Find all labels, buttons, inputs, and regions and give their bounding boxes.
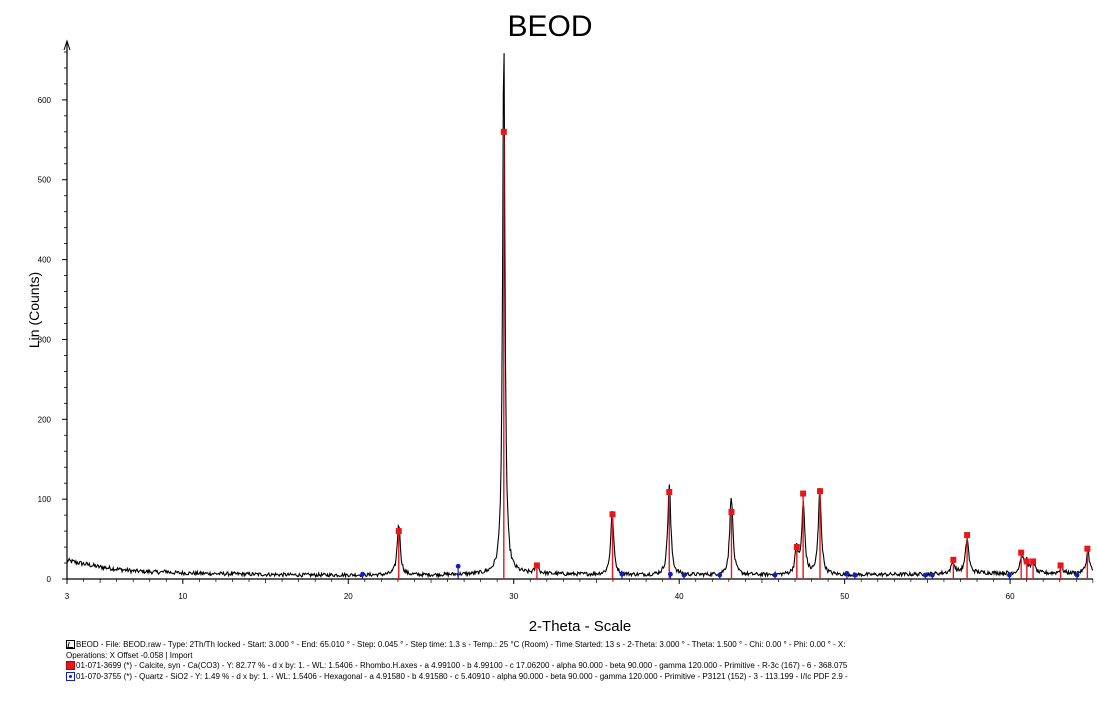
- calcite-marker: [1018, 549, 1025, 556]
- calcite-marker: [1030, 558, 1037, 565]
- x-tick-label: 3: [65, 592, 70, 601]
- y-tick-label: 600: [38, 96, 52, 105]
- calcite-marker: [1023, 558, 1030, 565]
- quartz-marker: [852, 572, 858, 578]
- chart-title: BEOD: [507, 10, 592, 43]
- calcite-marker: [500, 128, 507, 135]
- quartz-marker: [1074, 572, 1080, 578]
- calcite-marker: [533, 562, 540, 569]
- x-axis-label: 2-Theta - Scale: [529, 618, 632, 635]
- quartz-marker: [619, 571, 625, 577]
- quartz-marker: [668, 571, 673, 577]
- calcite-marker: [1057, 562, 1064, 569]
- y-tick-label: 200: [38, 415, 52, 424]
- quartz-marker: [929, 572, 935, 578]
- quartz-marker: [455, 563, 461, 569]
- x-tick-label: 50: [840, 592, 849, 601]
- quartz-marker: [922, 572, 928, 578]
- legend-text-calcite: 01-071-3699 (*) - Calcite, syn - Ca(CO3)…: [76, 661, 848, 670]
- y-tick-label: 500: [38, 176, 52, 185]
- legend-text-quartz: 01-070-3755 (*) - Quartz - SiO2 - Y: 1.4…: [76, 671, 848, 681]
- quartz-marker-icon: [66, 671, 75, 681]
- quartz-marker: [1007, 572, 1012, 578]
- calcite-marker: [964, 532, 971, 539]
- y-axis-label: Lin (Counts): [26, 272, 42, 348]
- legend-text-beod: BEOD - File: BEOD.raw - Type: 2Th/Th loc…: [76, 640, 846, 649]
- calcite-marker: [666, 488, 673, 495]
- calcite-marker: [728, 508, 735, 515]
- legend-text-operations: Operations: X Offset -0.058 | Import: [66, 650, 193, 660]
- legend-entry-beod: BEOD - File: BEOD.raw - Type: 2Th/Th loc…: [66, 640, 1091, 651]
- legend: BEOD - File: BEOD.raw - Type: 2Th/Th loc…: [66, 640, 1091, 682]
- quartz-marker: [844, 571, 850, 576]
- x-tick-label: 20: [344, 592, 353, 601]
- quartz-marker: [772, 572, 778, 578]
- x-tick-label: 30: [509, 592, 518, 601]
- calcite-marker: [800, 490, 807, 497]
- y-tick-label: 100: [38, 495, 52, 504]
- calcite-marker: [793, 544, 800, 551]
- calcite-marker-icon: [66, 661, 75, 670]
- calcite-marker: [816, 488, 823, 495]
- legend-entry-calcite: 01-071-3699 (*) - Calcite, syn - Ca(CO3)…: [66, 661, 1091, 672]
- x-tick-label: 10: [178, 592, 187, 601]
- x-tick-label: 40: [675, 592, 684, 601]
- calcite-marker: [395, 528, 402, 535]
- calcite-marker: [1084, 545, 1091, 552]
- measured-pattern-line: [66, 53, 1094, 579]
- quartz-marker: [681, 572, 687, 578]
- quartz-marker: [717, 572, 723, 578]
- y-axis-arrow: [63, 39, 71, 51]
- y-tick-label: 400: [38, 256, 52, 265]
- y-tick-label: 300: [38, 335, 52, 344]
- y-tick-label: 0: [47, 575, 52, 584]
- x-tick-label: 60: [1006, 592, 1015, 601]
- legend-entry-quartz: 01-070-3755 (*) - Quartz - SiO2 - Y: 1.4…: [66, 671, 1091, 683]
- calcite-marker: [609, 511, 616, 518]
- measured-pattern-icon: [66, 640, 75, 649]
- quartz-marker: [360, 571, 365, 577]
- calcite-marker: [950, 556, 957, 563]
